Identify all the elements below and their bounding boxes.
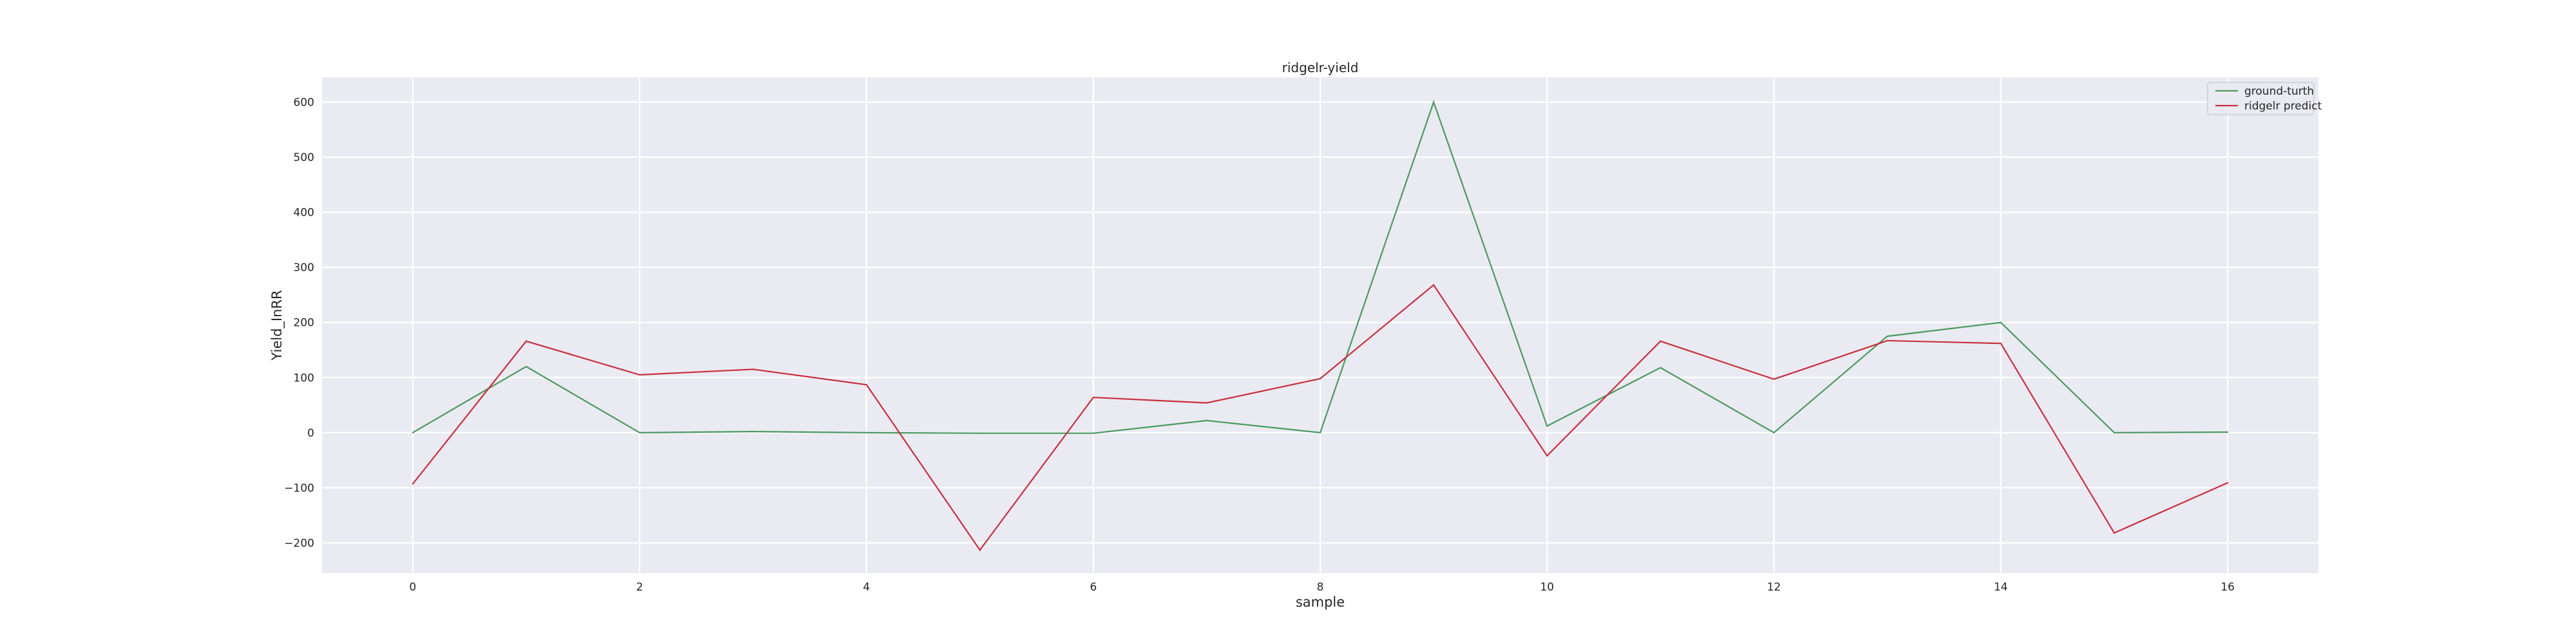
data-point-ridgelr-predict — [639, 374, 641, 376]
x-axis-title: sample — [1296, 594, 1345, 610]
data-point-ridgelr-predict — [752, 368, 754, 370]
data-point-ground-turth — [1660, 366, 1662, 368]
data-point-ridgelr-predict — [2000, 343, 2002, 345]
data-point-ground-turth — [1319, 431, 1321, 433]
data-point-ridgelr-predict — [1433, 284, 1435, 286]
data-point-ridgelr-predict — [1319, 377, 1321, 380]
x-tick-label: 16 — [2221, 581, 2235, 594]
tick-labels: 0 2 4 6 8 10 12 14 16 −200 −100 0 100 200 300 400 500 600 — [284, 97, 2235, 594]
x-tick-label: 10 — [1540, 581, 1554, 594]
data-point-ridgelr-predict — [2113, 532, 2116, 534]
data-point-ground-turth — [412, 431, 414, 433]
data-point-ground-turth — [1433, 101, 1435, 103]
data-point-ground-turth — [752, 431, 754, 433]
data-point-ground-turth — [1886, 336, 1888, 337]
y-tick-label: 300 — [294, 261, 314, 274]
data-point-ground-turth — [2113, 431, 2116, 433]
y-tick-label: 100 — [294, 372, 314, 384]
x-tick-label: 4 — [863, 581, 870, 594]
data-point-ground-turth — [1773, 431, 1775, 433]
data-point-ground-turth — [1206, 419, 1208, 422]
y-tick-label: 600 — [294, 97, 314, 109]
y-tick-label: −200 — [284, 537, 314, 550]
data-point-ground-turth — [1092, 432, 1094, 434]
y-tick-label: 0 — [307, 427, 314, 440]
data-point-ground-turth — [2226, 431, 2229, 433]
y-axis-title: Yield_InRR — [269, 290, 285, 361]
data-point-ridgelr-predict — [1660, 340, 1662, 342]
grid — [322, 77, 2318, 573]
data-point-ground-turth — [866, 431, 867, 433]
data-point-ridgelr-predict — [1886, 339, 1888, 342]
data-point-ridgelr-predict — [1773, 378, 1775, 380]
y-tick-label: 500 — [294, 151, 314, 164]
data-point-ridgelr-predict — [1546, 455, 1548, 457]
y-tick-label: 200 — [294, 317, 314, 330]
data-point-ridgelr-predict — [1206, 402, 1208, 404]
x-tick-label: 0 — [409, 581, 416, 594]
series-group — [412, 100, 2229, 551]
data-point-ground-turth — [1546, 425, 1548, 427]
x-tick-label: 6 — [1090, 581, 1097, 594]
x-tick-label: 8 — [1317, 581, 1324, 594]
data-point-ridgelr-predict — [1092, 396, 1094, 399]
data-point-ridgelr-predict — [2226, 482, 2229, 484]
data-point-ridgelr-predict — [412, 483, 414, 485]
legend-label-ground-turth: ground-turth — [2244, 85, 2314, 98]
y-tick-label: 400 — [294, 207, 314, 220]
data-point-ground-turth — [525, 366, 527, 368]
y-tick-label: −100 — [284, 482, 314, 495]
x-tick-label: 2 — [636, 581, 643, 594]
data-point-ridgelr-predict — [866, 384, 867, 386]
data-point-ridgelr-predict — [979, 549, 981, 551]
data-point-ground-turth — [2000, 321, 2002, 323]
data-point-ridgelr-predict — [525, 340, 527, 342]
data-point-ground-turth — [639, 431, 641, 433]
x-tick-label: 12 — [1767, 581, 1781, 594]
x-tick-label: 14 — [1994, 581, 2008, 594]
data-point-ground-turth — [979, 432, 981, 434]
chart-title: ridgelr-yield — [1282, 60, 1359, 75]
legend: ground-turth ridgelr predict — [2207, 82, 2322, 115]
legend-label-ridgelr-predict: ridgelr predict — [2244, 100, 2322, 113]
